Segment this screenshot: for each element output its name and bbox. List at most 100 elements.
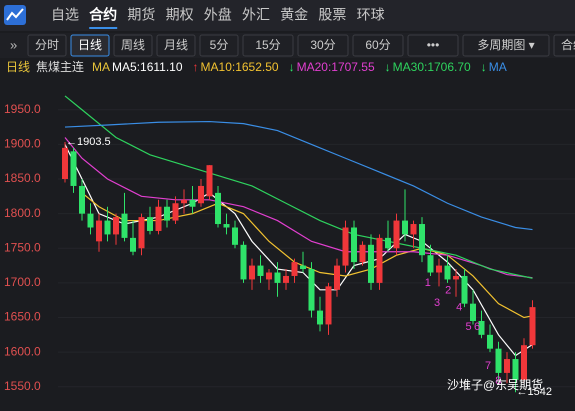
- annotation: 8: [495, 375, 501, 387]
- candle-body: [223, 224, 230, 228]
- nav-tab[interactable]: 期权: [166, 7, 194, 23]
- ma-line: [64, 120, 533, 231]
- candle-body: [351, 227, 357, 263]
- tool-button[interactable]: [113, 34, 153, 57]
- candle-body: [113, 217, 119, 235]
- candle-body: [376, 237, 383, 283]
- nav-tab[interactable]: 股票: [318, 7, 346, 23]
- tool-label[interactable]: 5分: [210, 38, 229, 52]
- nav-tab[interactable]: 期货: [127, 7, 155, 23]
- tool-button[interactable]: [242, 34, 294, 57]
- candle-body: [164, 206, 170, 221]
- y-tick-label: 1850.0: [4, 171, 41, 185]
- annotation: 5: [466, 321, 472, 333]
- nav-tab[interactable]: 外盘: [204, 7, 232, 23]
- tool-label[interactable]: 15分: [255, 38, 280, 52]
- candle-body: [274, 272, 281, 283]
- candle-body: [402, 220, 408, 235]
- candle-body: [181, 199, 187, 204]
- tool-label[interactable]: 30分: [310, 38, 335, 52]
- candle-body: [308, 269, 315, 311]
- candle-body: [96, 220, 102, 242]
- candle-body: [189, 199, 196, 207]
- candle-body: [419, 224, 425, 256]
- legend-arrow: ↑: [193, 60, 199, 74]
- candle-body: [487, 334, 493, 349]
- nav-bar: [0, 0, 575, 31]
- candle-body: [529, 307, 536, 346]
- candle-body: [444, 265, 451, 280]
- candle-body: [155, 206, 162, 231]
- tool-label[interactable]: 月线: [164, 38, 188, 52]
- tool-label[interactable]: 合约资料: [561, 37, 575, 52]
- candle-body: [436, 265, 442, 273]
- ma-line: [64, 137, 533, 279]
- candle-body: [232, 227, 238, 245]
- candle-body: [300, 265, 306, 270]
- nav-tab[interactable]: 自选: [51, 7, 79, 23]
- y-tick-label: 1700.0: [4, 275, 41, 289]
- candle-body: [130, 237, 136, 252]
- candle-body: [104, 220, 111, 235]
- candle-body: [62, 147, 68, 180]
- tool-button[interactable]: [156, 34, 196, 57]
- y-tick-label: 1650.0: [4, 310, 41, 324]
- candle-body: [87, 213, 94, 228]
- candle-body: [478, 320, 485, 335]
- tool-label[interactable]: 多周期图 ▾: [477, 38, 534, 52]
- annotation: 2: [445, 284, 451, 296]
- candle-body: [453, 275, 459, 280]
- legend-entry: MA20:1707.55: [297, 60, 375, 74]
- nav-tab[interactable]: 环球: [357, 7, 385, 23]
- nav-tab[interactable]: 黄金: [280, 7, 308, 23]
- candle-body: [521, 345, 527, 380]
- period: 日线: [6, 60, 30, 74]
- candle-body: [427, 255, 434, 273]
- tool-button[interactable]: [199, 34, 239, 57]
- candle-body: [215, 192, 221, 225]
- nav-tab[interactable]: 外汇: [242, 7, 270, 23]
- ma-label: MA: [92, 60, 110, 74]
- legend-entry: MA5:1611.10: [112, 60, 183, 74]
- y-tick-label: 1950.0: [4, 102, 41, 116]
- legend-entry: MA30:1706.70: [393, 60, 471, 74]
- tool-button[interactable]: [462, 34, 550, 57]
- candle-body: [495, 348, 502, 373]
- candle-body: [70, 151, 77, 186]
- candle-body: [198, 185, 204, 204]
- watermark: 沙堆子@东吴期货: [447, 377, 543, 392]
- tool-button[interactable]: [297, 34, 349, 57]
- legend-arrow: ↓: [481, 60, 487, 74]
- candle-body: [504, 359, 510, 373]
- annotation: ←1903.5: [66, 136, 111, 148]
- candle-body: [147, 217, 153, 231]
- tool-label[interactable]: 日线: [78, 38, 102, 52]
- candle-body: [393, 220, 400, 249]
- candle-body: [334, 265, 340, 290]
- annotation: 7: [485, 360, 491, 372]
- tool-button[interactable]: [70, 34, 110, 57]
- tool-label[interactable]: 周线: [121, 38, 145, 52]
- candle-body: [325, 286, 332, 325]
- legend-entry: MA10:1652.50: [201, 60, 279, 74]
- y-tick-label: 1800.0: [4, 206, 41, 220]
- tool-button[interactable]: [352, 34, 404, 57]
- nav-underline: [89, 27, 118, 29]
- tool-label[interactable]: 60分: [365, 38, 390, 52]
- candle-body: [240, 244, 247, 280]
- candle-body: [291, 262, 298, 276]
- legend-arrow: ↓: [289, 60, 295, 74]
- candle-body: [257, 265, 264, 276]
- legend-entry: MA: [489, 60, 507, 74]
- expand-icon[interactable]: »: [10, 37, 17, 52]
- y-tick-label: 1750.0: [4, 240, 41, 254]
- nav-tab[interactable]: 合约: [89, 7, 117, 23]
- candle-body: [359, 244, 366, 263]
- tool-button[interactable]: [407, 34, 459, 57]
- tool-button[interactable]: [553, 34, 575, 57]
- tool-label[interactable]: 分时: [35, 38, 59, 52]
- tool-label[interactable]: •••: [427, 38, 440, 52]
- tool-button[interactable]: [27, 34, 67, 57]
